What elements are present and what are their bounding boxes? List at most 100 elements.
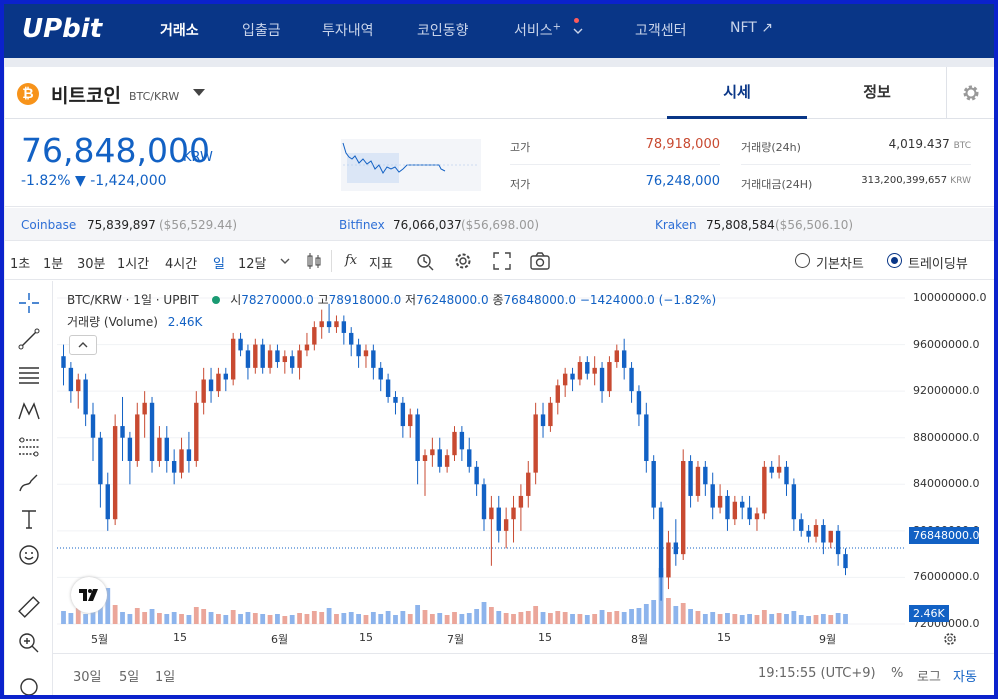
volume-bar	[784, 614, 789, 624]
exchange-name[interactable]: Kraken	[655, 218, 697, 232]
interval-1h[interactable]: 1시간	[117, 257, 150, 272]
candle-body	[695, 466, 701, 496]
emoji-icon[interactable]	[17, 543, 41, 567]
axis-settings-icon[interactable]	[942, 631, 958, 647]
x-tick-label: 15	[538, 631, 552, 644]
exchange-usd: ($56,529.44)	[159, 218, 238, 232]
coin-pair: BTC/KRW	[129, 90, 180, 103]
percent-toggle[interactable]: %	[891, 666, 904, 681]
candle-body	[813, 525, 819, 537]
nav-nft[interactable]: NFT ↗	[730, 20, 774, 36]
candle-body	[658, 507, 664, 578]
auto-toggle[interactable]: 자동	[953, 670, 977, 685]
range-5d[interactable]: 5일	[119, 670, 140, 685]
collapse-legend-button[interactable]	[69, 335, 97, 355]
nav-deposit[interactable]: 입출금	[242, 23, 281, 39]
tab-info[interactable]: 정보	[863, 83, 891, 101]
exchange-name[interactable]: Coinbase	[21, 218, 77, 232]
range-1d[interactable]: 1일	[155, 670, 176, 685]
fullscreen-icon[interactable]	[492, 251, 512, 271]
candle-body	[400, 402, 406, 427]
candle-body	[481, 484, 487, 520]
volume-legend: 거래량 (Volume) 2.46K	[67, 313, 202, 330]
chart-toolbar: 1초 1분 30분 1시간 4시간 일 12달 fx 지표 기본차트 트레이딩뷰	[5, 242, 994, 280]
radio-dot	[890, 256, 898, 264]
volume-bar	[275, 614, 280, 624]
coin-select-caret-icon[interactable]	[193, 89, 205, 96]
nav-services[interactable]: 서비스+	[514, 18, 583, 40]
candle-body	[76, 379, 81, 392]
tradingview-label[interactable]: 트레이딩뷰	[908, 257, 968, 272]
candle-body	[393, 396, 398, 403]
interval-1s[interactable]: 1초	[10, 257, 31, 272]
volume-bar	[429, 614, 435, 624]
log-toggle[interactable]: 로그	[917, 670, 941, 685]
legend-high-label: 고	[317, 293, 329, 307]
interval-1d[interactable]: 일	[213, 257, 225, 272]
volume-bar	[636, 608, 642, 624]
radio-basic-chart[interactable]	[795, 253, 810, 268]
candle-body	[297, 350, 302, 368]
candle-body	[828, 530, 833, 543]
chevron-down-icon	[573, 28, 583, 34]
drawing-toolbar	[5, 281, 53, 695]
candle-body	[762, 466, 767, 514]
nav-investments[interactable]: 투자내역	[322, 23, 374, 39]
volume-bar	[666, 598, 671, 624]
volume-bar	[171, 612, 177, 624]
interval-1m[interactable]: 1분	[43, 257, 64, 272]
candle-body	[489, 507, 494, 520]
volume-bar	[732, 614, 738, 624]
camera-icon[interactable]	[529, 251, 551, 271]
text-icon[interactable]	[17, 507, 41, 531]
gear-icon[interactable]	[453, 251, 473, 271]
high-value: 78,918,000	[645, 137, 720, 152]
candle-body	[511, 507, 516, 520]
zoom-in-icon[interactable]	[17, 631, 41, 655]
nav-customer-center[interactable]: 고객센터	[635, 23, 687, 39]
magnet-icon[interactable]	[17, 673, 41, 695]
tab-quote[interactable]: 시세	[667, 67, 807, 119]
crosshair-icon[interactable]	[17, 291, 41, 315]
fx-icon[interactable]: fx	[345, 253, 358, 268]
range-30d[interactable]: 30일	[73, 670, 102, 685]
pattern-icon[interactable]	[17, 399, 41, 423]
candle-body	[341, 321, 347, 333]
trend-line-icon[interactable]	[17, 327, 41, 351]
upbit-logo[interactable]: UPbit	[22, 14, 103, 44]
interval-12mo[interactable]: 12달	[238, 257, 267, 272]
candle-type-icon[interactable]	[305, 251, 323, 271]
volume-bar	[289, 615, 295, 624]
settings-button[interactable]	[946, 67, 994, 119]
radio-tradingview[interactable]	[887, 253, 902, 268]
volume-bar	[828, 615, 834, 624]
nav-coin-trends[interactable]: 코인동향	[417, 23, 469, 39]
x-tick-label: 7월	[447, 633, 465, 646]
basic-chart-label[interactable]: 기본차트	[816, 257, 864, 272]
tradingview-logo-icon	[79, 589, 98, 601]
candle-body	[614, 350, 620, 363]
exchange-name[interactable]: Bitfinex	[339, 218, 385, 232]
nav-exchange[interactable]: 거래소	[160, 23, 199, 39]
ruler-icon[interactable]	[17, 595, 41, 619]
candle-body	[312, 327, 317, 345]
horizontal-lines-icon[interactable]	[17, 363, 41, 387]
candle-body	[194, 402, 199, 461]
low-label: 저가	[510, 178, 531, 191]
candle-body	[142, 402, 147, 415]
fib-icon[interactable]	[17, 435, 41, 459]
interval-4h[interactable]: 4시간	[165, 257, 198, 272]
candle-body	[703, 466, 708, 485]
tradingview-logo[interactable]	[71, 577, 107, 613]
volume-bar	[61, 611, 66, 624]
volume-bar	[216, 614, 221, 624]
brush-icon[interactable]	[17, 471, 41, 495]
interval-30m[interactable]: 30분	[77, 257, 106, 272]
volume-bar	[599, 610, 605, 624]
exchange-krw: 75,808,584	[706, 218, 775, 232]
alert-clock-icon[interactable]	[415, 251, 435, 271]
chevron-down-icon[interactable]	[280, 257, 290, 265]
candle-body	[585, 362, 590, 374]
indicator-button[interactable]: 지표	[369, 257, 393, 272]
top-nav: UPbit 거래소 입출금 투자내역 코인동향 서비스+ 고객센터 NFT ↗	[4, 4, 994, 58]
